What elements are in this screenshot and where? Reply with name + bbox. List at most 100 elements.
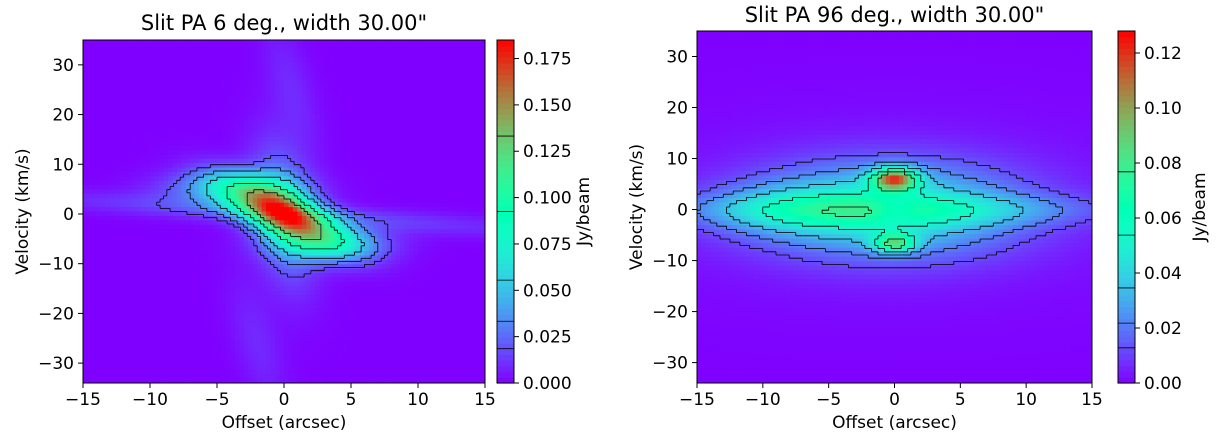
heatmap-cell — [96, 88, 102, 94]
heatmap-cell — [208, 361, 214, 367]
heatmap-cell — [114, 136, 120, 142]
heatmap-cell — [292, 255, 298, 261]
heatmap-cell — [342, 207, 348, 213]
heatmap-cell — [83, 176, 89, 182]
heatmap-cell — [297, 136, 303, 142]
heatmap-cell — [279, 176, 285, 182]
heatmap-cell — [190, 365, 196, 371]
heatmap-cell — [123, 105, 129, 111]
heatmap-cell — [118, 303, 124, 309]
heatmap-cell — [114, 325, 120, 331]
heatmap-cell — [158, 83, 164, 89]
heatmap-cell — [127, 61, 133, 67]
heatmap-cell — [109, 132, 115, 138]
heatmap-cell — [158, 242, 164, 248]
heatmap-cell — [176, 44, 182, 50]
heatmap-cell — [83, 136, 89, 142]
heatmap-cell — [351, 198, 357, 204]
heatmap-cell — [315, 145, 321, 151]
heatmap-cell — [324, 163, 330, 169]
heatmap-cell — [333, 343, 339, 349]
heatmap-cell — [114, 352, 120, 358]
heatmap-cell — [181, 110, 187, 116]
heatmap-cell — [306, 57, 312, 63]
heatmap-cell — [359, 246, 365, 252]
heatmap-cell — [333, 158, 339, 164]
heatmap-cell — [319, 317, 325, 323]
heatmap-cell — [337, 374, 343, 380]
heatmap-cell — [212, 211, 218, 217]
heatmap-cell — [225, 48, 231, 54]
heatmap-cell — [275, 330, 281, 336]
heatmap-cell — [132, 321, 138, 327]
heatmap-cell — [83, 70, 89, 76]
heatmap-cell — [83, 290, 89, 296]
heatmap-cell — [257, 110, 263, 116]
heatmap-cell — [359, 110, 365, 116]
heatmap-cell — [328, 53, 334, 59]
heatmap-cell — [185, 374, 191, 380]
heatmap-cell — [87, 295, 93, 301]
heatmap-cell — [266, 295, 272, 301]
heatmap-cell — [185, 343, 191, 349]
heatmap-cell — [337, 330, 343, 336]
heatmap-cell — [315, 242, 321, 248]
heatmap-cell — [319, 264, 325, 270]
heatmap-cell — [127, 356, 133, 362]
heatmap-cell — [310, 321, 316, 327]
heatmap-cell — [91, 154, 97, 160]
heatmap-cell — [141, 97, 147, 103]
heatmap-cell — [176, 211, 182, 217]
heatmap-cell — [324, 110, 330, 116]
heatmap-cell — [127, 312, 133, 318]
heatmap-cell — [248, 61, 254, 67]
heatmap-cell — [83, 158, 89, 164]
heatmap-cell — [270, 277, 276, 283]
heatmap-cell — [364, 66, 370, 72]
heatmap-cell — [100, 70, 106, 76]
heatmap-cell — [83, 220, 89, 226]
heatmap-cell — [364, 119, 370, 125]
heatmap-cell — [355, 330, 361, 336]
heatmap-cell — [328, 176, 334, 182]
heatmap-cell — [266, 79, 272, 85]
heatmap-cell — [145, 273, 151, 279]
heatmap-cell — [221, 264, 227, 270]
heatmap-cell — [315, 295, 321, 301]
heatmap-cell — [275, 339, 281, 345]
heatmap-cell — [91, 57, 97, 63]
heatmap-cell — [221, 369, 227, 375]
heatmap-cell — [105, 277, 111, 283]
heatmap-cell — [301, 295, 307, 301]
heatmap-cell — [158, 352, 164, 358]
heatmap-cell — [328, 330, 334, 336]
heatmap-cell — [239, 365, 245, 371]
heatmap-cell — [275, 361, 281, 367]
heatmap-cell — [199, 193, 205, 199]
heatmap-cell — [190, 312, 196, 318]
heatmap-cell — [154, 123, 160, 129]
heatmap-cell — [234, 339, 240, 345]
heatmap-cell — [176, 237, 182, 243]
heatmap-cell — [328, 136, 334, 142]
heatmap-cell — [288, 66, 294, 72]
heatmap-cell — [315, 273, 321, 279]
heatmap-cell — [355, 176, 361, 182]
heatmap-cell — [337, 61, 343, 67]
heatmap-cell — [297, 281, 303, 287]
heatmap-cell — [114, 334, 120, 340]
heatmap-cell — [306, 330, 312, 336]
heatmap-cell — [114, 286, 120, 292]
heatmap-cell — [351, 365, 357, 371]
heatmap-cell — [284, 40, 290, 45]
heatmap-cell — [132, 325, 138, 331]
heatmap-cell — [217, 163, 223, 169]
heatmap-cell — [150, 343, 156, 349]
heatmap-cell — [221, 101, 227, 107]
heatmap-cell — [100, 339, 106, 345]
heatmap-cell — [212, 330, 218, 336]
heatmap-cell — [306, 61, 312, 67]
heatmap-cell — [266, 101, 272, 107]
heatmap-cell — [328, 158, 334, 164]
heatmap-cell — [328, 264, 334, 270]
